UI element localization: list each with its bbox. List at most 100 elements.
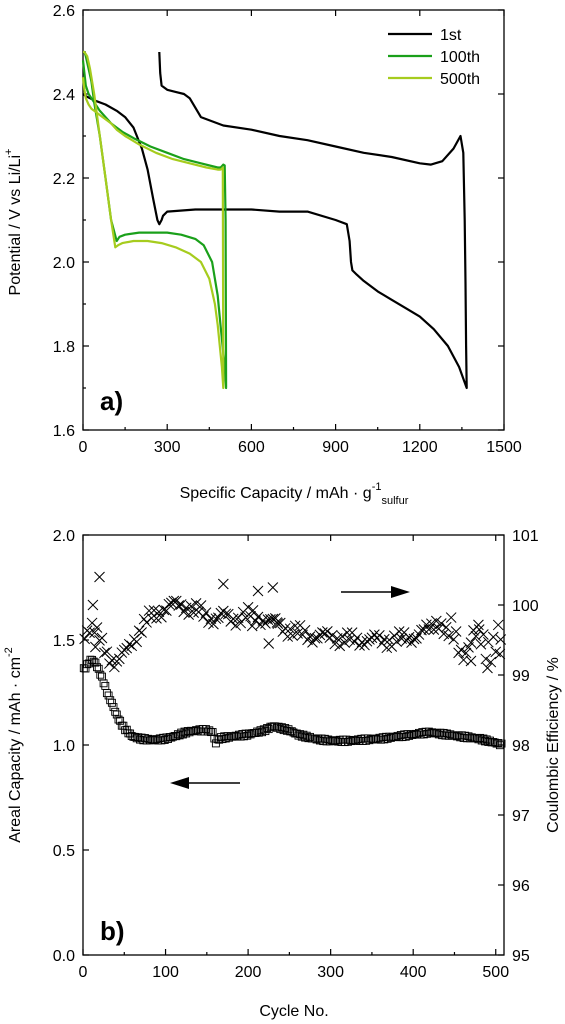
y2-tick-label-b: 95	[512, 948, 530, 965]
ce-point	[423, 624, 435, 635]
y2-tick-label-b: 98	[512, 738, 530, 755]
y-tick-label-a: 2.0	[53, 255, 75, 272]
ce-point	[391, 636, 403, 647]
y2-tick-label-b: 96	[512, 878, 530, 895]
panel-b-label: b)	[100, 916, 125, 946]
ce-point	[208, 618, 219, 630]
ce-point	[156, 611, 167, 623]
ce-point	[473, 624, 485, 635]
x-tick-label-a: 600	[238, 439, 265, 456]
ce-point	[242, 601, 254, 613]
plot-b-ticks: 0 100 200 300 400 500 0.0 0.5 1.0 1.5 2.0 95 96 97 98 9…	[53, 528, 539, 981]
ce-point	[299, 624, 311, 636]
ce-point	[473, 619, 484, 631]
ce-point	[173, 600, 185, 611]
ce-point	[480, 653, 492, 665]
y2-tick-label-b: 99	[512, 668, 530, 685]
x-tick-label-b: 100	[152, 964, 179, 981]
ce-point	[321, 625, 333, 637]
y-tick-label-a: 1.8	[53, 339, 75, 356]
ce-point	[133, 625, 145, 637]
ce-point	[217, 578, 229, 590]
y-tick-label-a: 2.2	[53, 171, 75, 188]
capacity-point	[495, 741, 504, 750]
y2-tick-label-b: 101	[512, 528, 539, 545]
capacity-point	[99, 679, 108, 688]
ce-point	[282, 631, 294, 642]
capacity-point	[497, 739, 506, 748]
ce-point	[175, 599, 187, 610]
plot-a-lines	[81, 50, 468, 390]
y-tick-label-b: 1.5	[53, 633, 75, 650]
ce-point	[388, 630, 400, 642]
ce-point	[247, 605, 259, 616]
x-axis-label-a: Specific Capacity / mAh · g-1sulfur	[180, 481, 409, 507]
ce-point	[113, 653, 125, 665]
ce-point	[455, 644, 467, 656]
ce-point	[96, 632, 108, 644]
ce-point	[94, 571, 105, 583]
ce-point	[383, 634, 395, 646]
capacity-point	[104, 691, 113, 700]
ce-point	[490, 646, 502, 658]
x-axis-label-b: Cycle No.	[259, 1003, 328, 1020]
legend-a: 1st 100th 500th	[388, 27, 480, 88]
x-tick-label-b: 0	[79, 964, 88, 981]
ce-point	[163, 598, 175, 610]
ce-point	[267, 582, 279, 593]
ce-point	[485, 656, 497, 668]
capacity-point	[111, 707, 120, 716]
legend-label-500th: 500th	[440, 71, 480, 88]
ce-point	[448, 634, 459, 645]
x-tick-label-b: 200	[235, 964, 262, 981]
y-tick-label-b: 2.0	[53, 528, 75, 545]
ce-point	[131, 636, 143, 648]
ce-point	[492, 619, 504, 631]
ce-point	[430, 615, 442, 627]
ce-point	[246, 620, 258, 632]
x-tick-label-b: 500	[482, 964, 509, 981]
x-tick-label-b: 300	[317, 964, 344, 981]
ce-point	[271, 617, 283, 628]
ce-point	[334, 640, 346, 652]
ce-point	[284, 623, 296, 635]
y-tick-label-b: 0.5	[53, 843, 75, 860]
legend-label-100th: 100th	[440, 49, 480, 66]
ce-point	[89, 627, 100, 638]
ce-point	[104, 658, 115, 669]
ce-point	[475, 638, 487, 650]
ce-point	[495, 634, 507, 645]
y-axis-label-a: Potential / V vs Li/Li+	[3, 149, 24, 296]
ce-point	[309, 632, 321, 644]
ce-point	[341, 627, 353, 638]
ce-point	[136, 627, 147, 638]
x-tick-label-a: 1200	[402, 439, 438, 456]
ce-point	[435, 618, 447, 629]
ce-point	[354, 640, 365, 651]
arrow-left-capacity	[170, 777, 240, 789]
series-line-500th	[81, 50, 225, 390]
ce-point	[195, 600, 207, 611]
x-tick-label-a: 300	[154, 439, 181, 456]
ce-point	[366, 632, 378, 644]
ce-point	[450, 626, 462, 637]
panel-a-label: a)	[100, 386, 123, 416]
capacity-point	[109, 703, 118, 712]
ce-point	[252, 585, 264, 597]
ce-point	[487, 631, 499, 643]
ce-point	[302, 634, 313, 646]
ce-point	[494, 648, 506, 660]
ce-point	[312, 632, 323, 644]
plot-a-ticks: 0 300 600 900 1200 1500 1.6 1.8 2.0 2.2 2.4 2.6	[53, 3, 522, 456]
ce-point	[109, 661, 120, 673]
ce-point	[101, 646, 113, 658]
ce-point	[478, 629, 489, 640]
x-tick-label-a: 1500	[486, 439, 522, 456]
ce-point	[220, 608, 232, 620]
x-tick-label-a: 900	[322, 439, 349, 456]
ce-point	[126, 640, 138, 652]
ce-point	[443, 630, 455, 642]
capacity-point	[93, 663, 101, 672]
legend-label-1st: 1st	[440, 27, 462, 44]
plot-b-frame	[82, 534, 505, 956]
